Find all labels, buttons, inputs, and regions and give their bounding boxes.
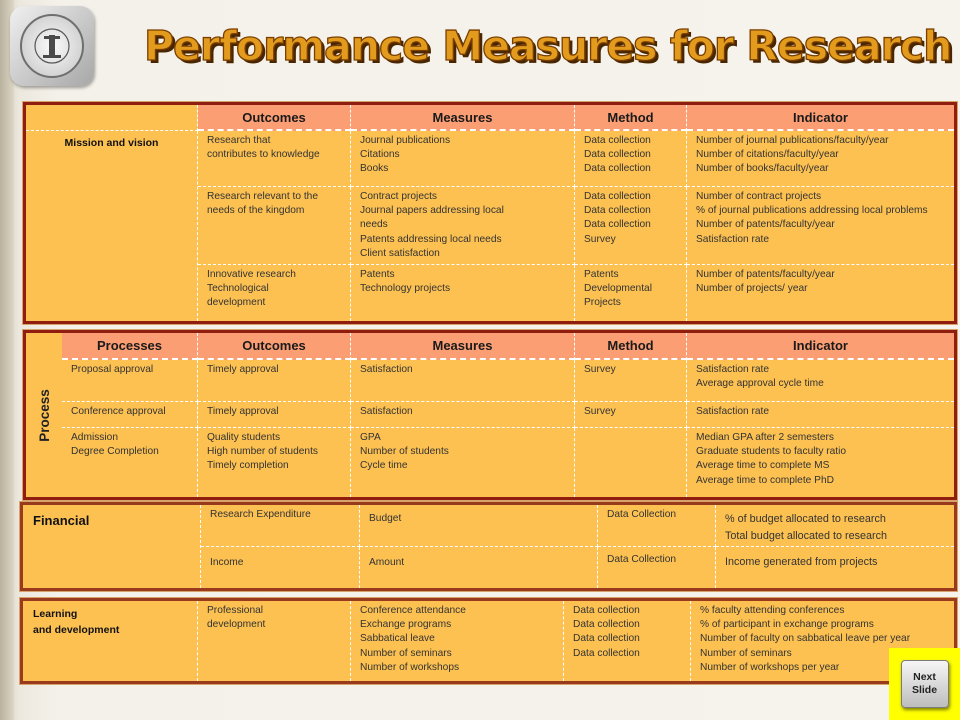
header-indicator: Indicator: [687, 333, 954, 360]
row-label-financial: Financial: [23, 505, 201, 588]
table-cell: Number of patents/faculty/year Number of…: [696, 269, 835, 295]
header-measures: Measures: [351, 333, 575, 360]
table-cell: Income generated from projects: [725, 556, 878, 568]
table-cell: Contract projects Journal papers address…: [351, 187, 575, 265]
table-cell: Satisfaction rate: [687, 402, 954, 428]
table-cell: Satisfaction rate Average approval cycle…: [687, 360, 954, 402]
table-cell: Number of contract projects % of journal…: [687, 187, 954, 265]
table-cell: Satisfaction: [351, 360, 575, 402]
table-cell: Quality students High number of students…: [198, 428, 351, 497]
table-cell: Journal publications Citations Books: [351, 131, 575, 187]
table-cell: Survey: [575, 360, 687, 402]
table-cell: Data collection Data collection Data col…: [575, 131, 687, 187]
header-method: Method: [575, 333, 687, 360]
page-title: Performance Measures for Research: [143, 21, 953, 70]
row-label-mission: Mission and vision: [26, 131, 198, 321]
table-cell: Patents Technology projects: [351, 265, 575, 321]
table-cell: Timely approval: [198, 402, 351, 428]
next-slide-label-line2: Slide: [911, 684, 938, 696]
table-cell: Data collection Data collection Data col…: [575, 187, 687, 265]
table-cell: Research relevant to the needs of the ki…: [198, 187, 351, 265]
table-cell: Data Collection: [598, 547, 716, 588]
table-cell: Timely approval: [198, 360, 351, 402]
next-slide-area: Next Slide: [889, 648, 960, 720]
table-cell: Conference approval: [62, 402, 198, 428]
table-cell: % faculty attending conferences % of par…: [700, 605, 911, 673]
header-indicator: Indicator: [687, 105, 954, 131]
table-cell: Research Expenditure: [201, 505, 360, 547]
process-label-text: Process: [36, 388, 52, 442]
table-cell: Research that contributes to knowledge: [198, 131, 351, 187]
table-cell: Satisfaction: [351, 402, 575, 428]
table-cell: GPA Number of students Cycle time: [351, 428, 575, 497]
header-method: Method: [575, 105, 687, 131]
table-cell: Median GPA after 2 semesters Graduate st…: [696, 432, 847, 486]
table-cell: Budget: [360, 505, 598, 547]
table-cell: Patents Developmental Projects: [575, 265, 687, 321]
university-logo: [10, 6, 94, 86]
table-cell: Income: [201, 547, 360, 588]
table-cell: Conference attendance Exchange programs …: [351, 601, 564, 681]
header-outcomes: Outcomes: [198, 105, 351, 131]
table-cell: Data collection Data collection Data col…: [564, 601, 691, 681]
process-side-label: Process: [26, 333, 62, 497]
table-cell: Survey: [575, 402, 687, 428]
table-cell: Data Collection: [598, 505, 716, 547]
next-slide-label-line1: Next: [913, 671, 936, 683]
table-cell: Number of journal publications/faculty/y…: [687, 131, 954, 187]
row-label-learning: Learning and development: [23, 601, 198, 681]
financial-table: Financial Research Expenditure Budget Da…: [20, 502, 957, 591]
header-measures: Measures: [351, 105, 575, 131]
header-processes: Processes: [62, 333, 198, 360]
table-cell: Proposal approval: [62, 360, 198, 402]
process-table: Process Processes Outcomes Measures Meth…: [23, 330, 957, 500]
left-edge-strip: [0, 0, 14, 720]
university-seal-icon: [20, 14, 84, 78]
table-cell: Innovative research Technological develo…: [198, 265, 351, 321]
table-cell: Amount: [360, 547, 598, 588]
header-spacer: [26, 105, 198, 131]
mission-table: Outcomes Measures Method Indicator Missi…: [23, 102, 957, 324]
next-slide-button[interactable]: Next Slide: [900, 660, 949, 708]
learning-table: Learning and development Professional de…: [20, 598, 957, 684]
table-cell: Admission Degree Completion: [62, 428, 198, 497]
table-cell: [575, 428, 687, 497]
table-cell: % of budget allocated to research Total …: [716, 505, 954, 547]
header-outcomes: Outcomes: [198, 333, 351, 360]
table-cell: Professional development: [198, 601, 351, 681]
